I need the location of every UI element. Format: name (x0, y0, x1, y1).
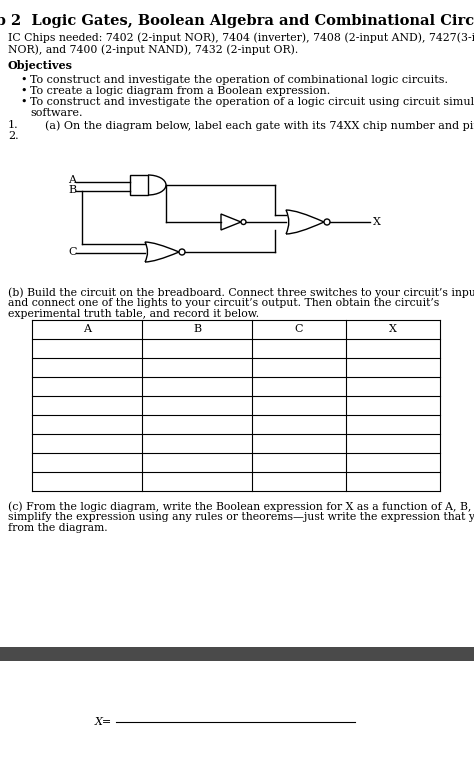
Text: To construct and investigate the operation of combinational logic circuits.: To construct and investigate the operati… (30, 75, 448, 85)
Text: X: X (373, 217, 381, 227)
Text: (a) On the diagram below, label each gate with its 74XX chip number and pin numb: (a) On the diagram below, label each gat… (45, 120, 474, 130)
Text: B: B (193, 325, 201, 335)
Text: (c) From the logic diagram, write the Boolean expression for X as a function of : (c) From the logic diagram, write the Bo… (8, 501, 474, 512)
Text: and connect one of the lights to your circuit’s output. Then obtain the circuit’: and connect one of the lights to your ci… (8, 298, 439, 308)
Text: Objectives: Objectives (8, 60, 73, 71)
Circle shape (324, 219, 330, 225)
PathPatch shape (286, 210, 324, 234)
Text: A: A (83, 325, 91, 335)
Circle shape (179, 249, 185, 255)
Text: 2.: 2. (8, 131, 18, 141)
Text: To create a logic diagram from a Boolean expression.: To create a logic diagram from a Boolean… (30, 86, 330, 96)
Text: experimental truth table, and record it below.: experimental truth table, and record it … (8, 309, 259, 319)
PathPatch shape (130, 175, 148, 195)
Text: from the diagram.: from the diagram. (8, 523, 108, 533)
PathPatch shape (221, 214, 241, 230)
PathPatch shape (145, 242, 179, 262)
Text: C: C (68, 247, 76, 257)
Text: C: C (295, 325, 303, 335)
Text: software.: software. (30, 108, 82, 118)
Circle shape (241, 220, 246, 224)
Text: 1.: 1. (8, 120, 18, 130)
Text: A: A (68, 175, 76, 185)
Text: To construct and investigate the operation of a logic circuit using circuit simu: To construct and investigate the operati… (30, 97, 474, 107)
Text: B: B (68, 185, 76, 195)
Text: Lab 2  Logic Gates, Boolean Algebra and Combinational Circuit: Lab 2 Logic Gates, Boolean Algebra and C… (0, 14, 474, 28)
Text: (b) Build the circuit on the breadboard. Connect three switches to your circuit’: (b) Build the circuit on the breadboard.… (8, 287, 474, 297)
Text: simplify the expression using any rules or theorems—just write the expression th: simplify the expression using any rules … (8, 512, 474, 522)
Text: •: • (20, 97, 27, 107)
Text: •: • (20, 75, 27, 85)
Text: NOR), and 7400 (2-input NAND), 7432 (2-input OR).: NOR), and 7400 (2-input NAND), 7432 (2-i… (8, 44, 298, 54)
Text: IC Chips needed: 7402 (2-input NOR), 7404 (inverter), 7408 (2-input AND), 7427(3: IC Chips needed: 7402 (2-input NOR), 740… (8, 32, 474, 43)
Bar (0, 647, 474, 661)
Text: •: • (20, 86, 27, 96)
Text: X: X (389, 325, 397, 335)
Text: X=: X= (95, 717, 112, 727)
